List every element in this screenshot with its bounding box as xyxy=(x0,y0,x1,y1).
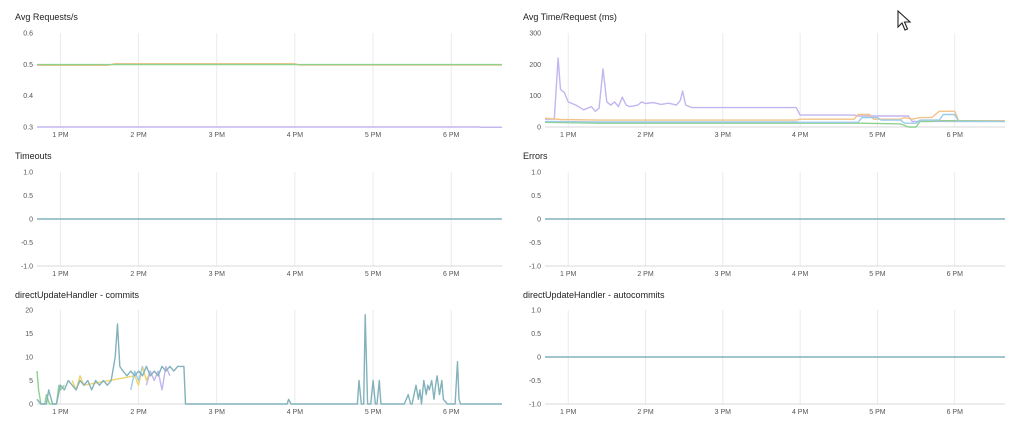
x-tick-label: 1 PM xyxy=(52,132,69,139)
panel-avg-time-request: Avg Time/Request (ms) 300 200 100 0 1 PM 2 PM… xyxy=(523,12,1013,142)
x-tick-label: 6 PM xyxy=(947,409,964,416)
x-tick-label: 1 PM xyxy=(560,132,577,139)
x-tick-label: 4 PM xyxy=(287,409,304,416)
panel-errors: Errors 1.0 0.5 0 -0.5 -1.0 1 PM 2 PM 3 PM 4 PM 5 … xyxy=(523,151,1013,283)
chart-autocommits: 1.0 0.5 0 -0.5 -1.0 1 PM 2 PM 3 PM 4 PM 5 PM 6 PM xyxy=(529,308,1005,416)
y-tick-label: 0.6 xyxy=(23,31,33,38)
y-tick-label: -0.5 xyxy=(529,378,541,385)
x-tick-label: 5 PM xyxy=(869,409,886,416)
x-tick-label: 3 PM xyxy=(209,409,226,416)
panel-title: directUpdateHandler - commits xyxy=(15,290,140,300)
x-tick-label: 6 PM xyxy=(443,132,460,139)
series-line xyxy=(36,314,502,405)
x-tick-label: 3 PM xyxy=(715,271,732,278)
chart-timeouts: 1.0 0.5 0 -0.5 -1.0 1 PM 2 PM 3 PM 4 PM 5 PM 6 PM xyxy=(21,170,502,278)
panel-title: Avg Time/Request (ms) xyxy=(523,12,617,22)
x-tick-label: 3 PM xyxy=(715,132,732,139)
panel-commits: directUpdateHandler - commits 20 15 10 5 0 1 … xyxy=(15,290,505,420)
series-line xyxy=(544,119,1006,128)
y-tick-label: 100 xyxy=(529,93,541,100)
y-tick-label: 0.3 xyxy=(23,125,33,132)
series-line xyxy=(545,57,1005,123)
x-tick-label: 3 PM xyxy=(715,409,732,416)
panel-autocommits: directUpdateHandler - autocommits 1.0 0.5… xyxy=(523,290,1013,420)
y-tick-label: 1.0 xyxy=(23,170,33,177)
y-tick-label: 5 xyxy=(29,378,33,385)
y-tick-label: 1.0 xyxy=(531,170,541,177)
y-tick-label: 0 xyxy=(537,217,541,224)
x-tick-label: 3 PM xyxy=(209,132,226,139)
y-tick-label: 0.5 xyxy=(23,62,33,69)
y-tick-label: 1.0 xyxy=(531,308,541,315)
y-tick-label: 0.5 xyxy=(531,331,541,338)
panel-title: Errors xyxy=(523,151,548,161)
panel-title: Timeouts xyxy=(15,151,52,161)
chart-avg-requests: 0.6 0.5 0.4 0.3 1 PM 2 PM 3 PM 4 PM 5 PM 6 PM xyxy=(23,31,502,139)
panel-title: directUpdateHandler - autocommits xyxy=(523,290,665,300)
x-tick-label: 1 PM xyxy=(560,409,577,416)
y-tick-label: 15 xyxy=(25,331,33,338)
series-line xyxy=(544,110,1005,122)
y-tick-label: 10 xyxy=(25,355,33,362)
y-tick-label: 20 xyxy=(25,308,33,315)
x-tick-label: 4 PM xyxy=(287,271,304,278)
x-tick-label: 2 PM xyxy=(637,409,654,416)
x-tick-label: 2 PM xyxy=(130,132,147,139)
x-tick-label: 2 PM xyxy=(130,409,147,416)
y-tick-label: -1.0 xyxy=(529,264,541,271)
y-tick-label: -0.5 xyxy=(529,240,541,247)
y-tick-label: -0.5 xyxy=(21,240,33,247)
series-line xyxy=(145,365,171,391)
y-tick-label: 0.4 xyxy=(23,93,33,100)
x-tick-label: 2 PM xyxy=(637,132,654,139)
x-tick-label: 4 PM xyxy=(792,132,809,139)
x-tick-label: 1 PM xyxy=(52,409,69,416)
chart-errors: 1.0 0.5 0 -0.5 -1.0 1 PM 2 PM 3 PM 4 PM 5 PM 6 PM xyxy=(529,170,1005,278)
panel-timeouts: Timeouts 1.0 0.5 0 -0.5 -1.0 1 PM 2 PM 3 PM 4 PM… xyxy=(15,151,505,283)
panel-title: Avg Requests/s xyxy=(15,12,78,22)
x-tick-label: 6 PM xyxy=(443,409,460,416)
x-tick-label: 6 PM xyxy=(443,271,460,278)
mouse-cursor-icon xyxy=(897,10,912,31)
x-tick-label: 5 PM xyxy=(365,271,382,278)
x-tick-label: 5 PM xyxy=(365,132,382,139)
y-tick-label: 0.5 xyxy=(531,193,541,200)
x-tick-label: 5 PM xyxy=(365,409,382,416)
x-tick-label: 5 PM xyxy=(869,132,886,139)
chart-avg-time-request: 300 200 100 0 1 PM 2 PM 3 PM 4 PM 5 PM 6 PM xyxy=(529,31,1006,139)
y-tick-label: 0 xyxy=(537,355,541,362)
y-tick-label: 200 xyxy=(529,62,541,69)
x-tick-label: 1 PM xyxy=(52,271,69,278)
y-tick-label: -1.0 xyxy=(529,402,541,409)
panel-avg-requests: Avg Requests/s 0.6 0.5 0.4 0.3 1 PM 2 PM 3 PM 4… xyxy=(15,12,505,142)
y-tick-label: 0 xyxy=(29,217,33,224)
x-tick-label: 4 PM xyxy=(287,132,304,139)
x-tick-label: 6 PM xyxy=(947,271,964,278)
y-tick-label: 300 xyxy=(529,31,541,38)
series-line xyxy=(544,113,1005,124)
x-tick-label: 5 PM xyxy=(869,271,886,278)
x-tick-label: 3 PM xyxy=(209,271,226,278)
x-tick-label: 1 PM xyxy=(560,271,577,278)
x-tick-label: 4 PM xyxy=(792,271,809,278)
y-tick-label: -1.0 xyxy=(21,264,33,271)
x-tick-label: 2 PM xyxy=(130,271,147,278)
y-tick-label: 0 xyxy=(29,402,33,409)
y-tick-label: 0 xyxy=(537,125,541,132)
x-tick-label: 6 PM xyxy=(947,132,964,139)
y-tick-label: 0.5 xyxy=(23,193,33,200)
chart-commits: 20 15 10 5 0 1 PM 2 PM 3 PM 4 PM 5 PM 6 PM xyxy=(25,308,502,416)
x-tick-label: 2 PM xyxy=(637,271,654,278)
x-tick-label: 4 PM xyxy=(792,409,809,416)
